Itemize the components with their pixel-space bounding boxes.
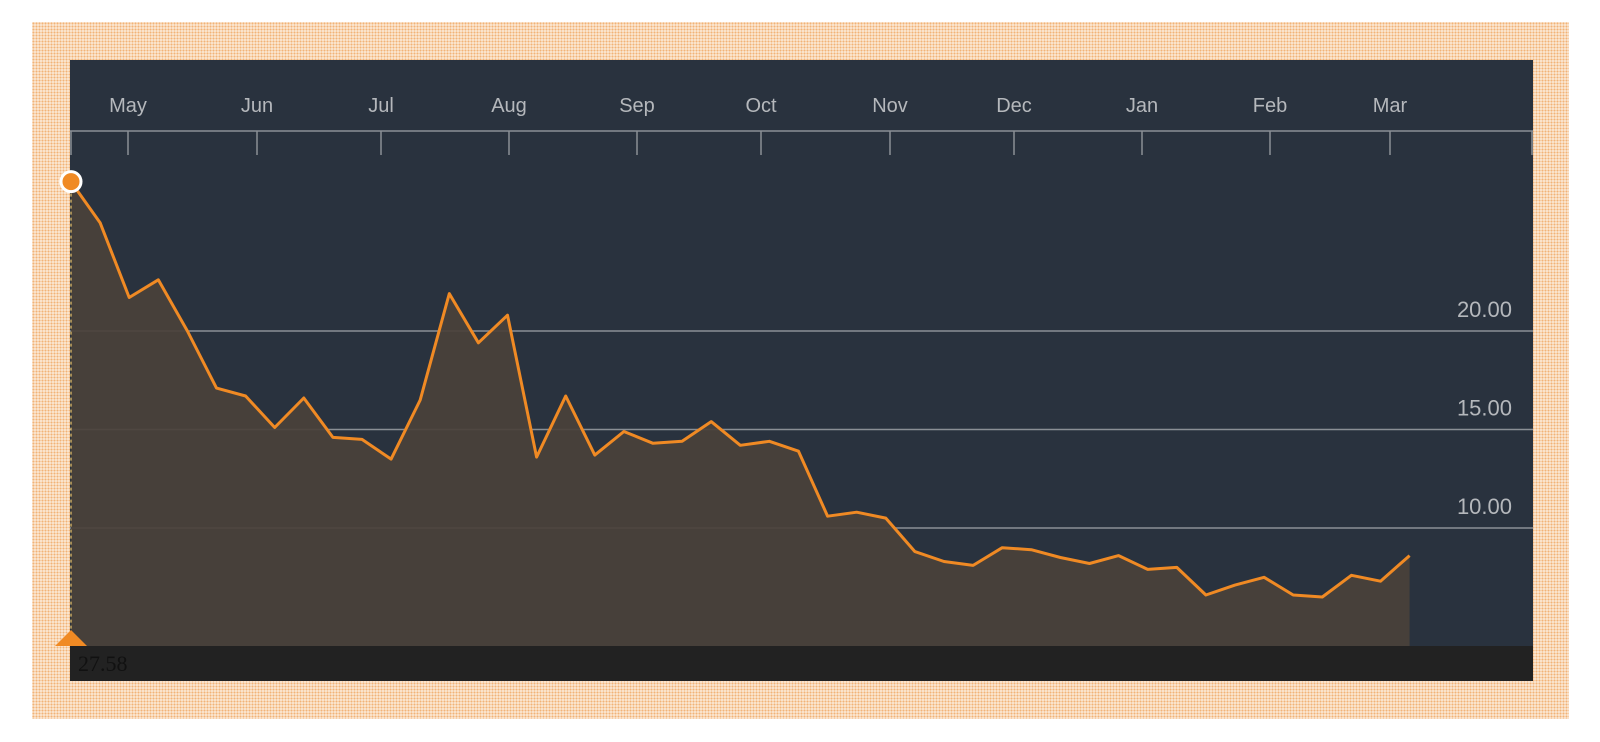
data-point — [535, 456, 537, 458]
data-point — [1263, 576, 1265, 578]
data-point — [1379, 580, 1381, 582]
data-point — [739, 444, 741, 446]
data-point — [390, 458, 392, 460]
data-point — [274, 426, 276, 428]
y-tick-label: 15.00 — [1457, 396, 1512, 421]
data-point — [1292, 594, 1294, 596]
x-tick-label: Jul — [368, 95, 394, 117]
series-area — [71, 181, 1410, 646]
x-tick-label: Jan — [1126, 95, 1158, 117]
data-point — [710, 420, 712, 422]
data-point — [215, 387, 217, 389]
x-tick-label: May — [109, 95, 147, 117]
series-line — [69, 180, 1411, 599]
data-point — [1088, 562, 1090, 564]
data-point — [506, 314, 508, 316]
value-readout: 27.58 — [78, 651, 128, 676]
data-point — [244, 395, 246, 397]
data-point — [1147, 568, 1149, 570]
area-layer — [69, 180, 1411, 646]
data-point — [914, 550, 916, 552]
data-point — [361, 438, 363, 440]
data-point — [1117, 554, 1119, 556]
x-tick-label: Nov — [872, 95, 908, 117]
data-point — [1350, 574, 1352, 576]
x-tick-label: Dec — [996, 95, 1032, 117]
marker-layer — [55, 170, 87, 646]
x-tick-label: Mar — [1373, 95, 1408, 117]
data-point — [1234, 584, 1236, 586]
x-tick-label: Aug — [491, 95, 527, 117]
data-point — [477, 342, 479, 344]
data-point — [565, 395, 567, 397]
data-point — [943, 560, 945, 562]
data-point — [332, 436, 334, 438]
data-point — [1001, 547, 1003, 549]
data-point — [303, 397, 305, 399]
data-point — [768, 440, 770, 442]
data-point — [419, 399, 421, 401]
data-point — [972, 564, 974, 566]
value-readout-bar — [70, 646, 1533, 681]
data-point — [1030, 549, 1032, 551]
start-triangle-marker — [55, 630, 87, 646]
data-point — [1321, 596, 1323, 598]
data-point — [1205, 594, 1207, 596]
start-point-marker — [59, 170, 83, 194]
data-point — [186, 330, 188, 332]
data-point — [157, 279, 159, 281]
y-tick-label: 20.00 — [1457, 297, 1512, 322]
data-point — [652, 442, 654, 444]
x-tick-label: Jun — [241, 95, 273, 117]
data-point — [856, 511, 858, 513]
x-axis: May Jun Jul Aug Sep Oct Nov Dec Jan Feb Mar — [70, 95, 1533, 155]
data-point — [99, 222, 101, 224]
data-point — [623, 430, 625, 432]
data-point — [448, 292, 450, 294]
x-tick-label: Oct — [745, 95, 777, 117]
x-tick-label: Sep — [619, 95, 655, 117]
data-point — [797, 450, 799, 452]
data-point — [681, 440, 683, 442]
data-point — [826, 515, 828, 517]
data-point — [1059, 556, 1061, 558]
data-point — [1408, 554, 1410, 556]
y-axis: 10.00 15.00 20.00 — [1457, 297, 1512, 519]
data-point — [594, 454, 596, 456]
y-tick-label: 10.00 — [1457, 494, 1512, 519]
x-tick-label: Feb — [1253, 95, 1287, 117]
data-point — [128, 296, 130, 298]
data-point — [885, 517, 887, 519]
data-point — [1176, 566, 1178, 568]
